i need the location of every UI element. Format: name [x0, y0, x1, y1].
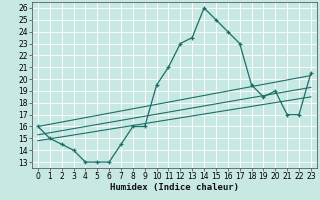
X-axis label: Humidex (Indice chaleur): Humidex (Indice chaleur)	[110, 183, 239, 192]
